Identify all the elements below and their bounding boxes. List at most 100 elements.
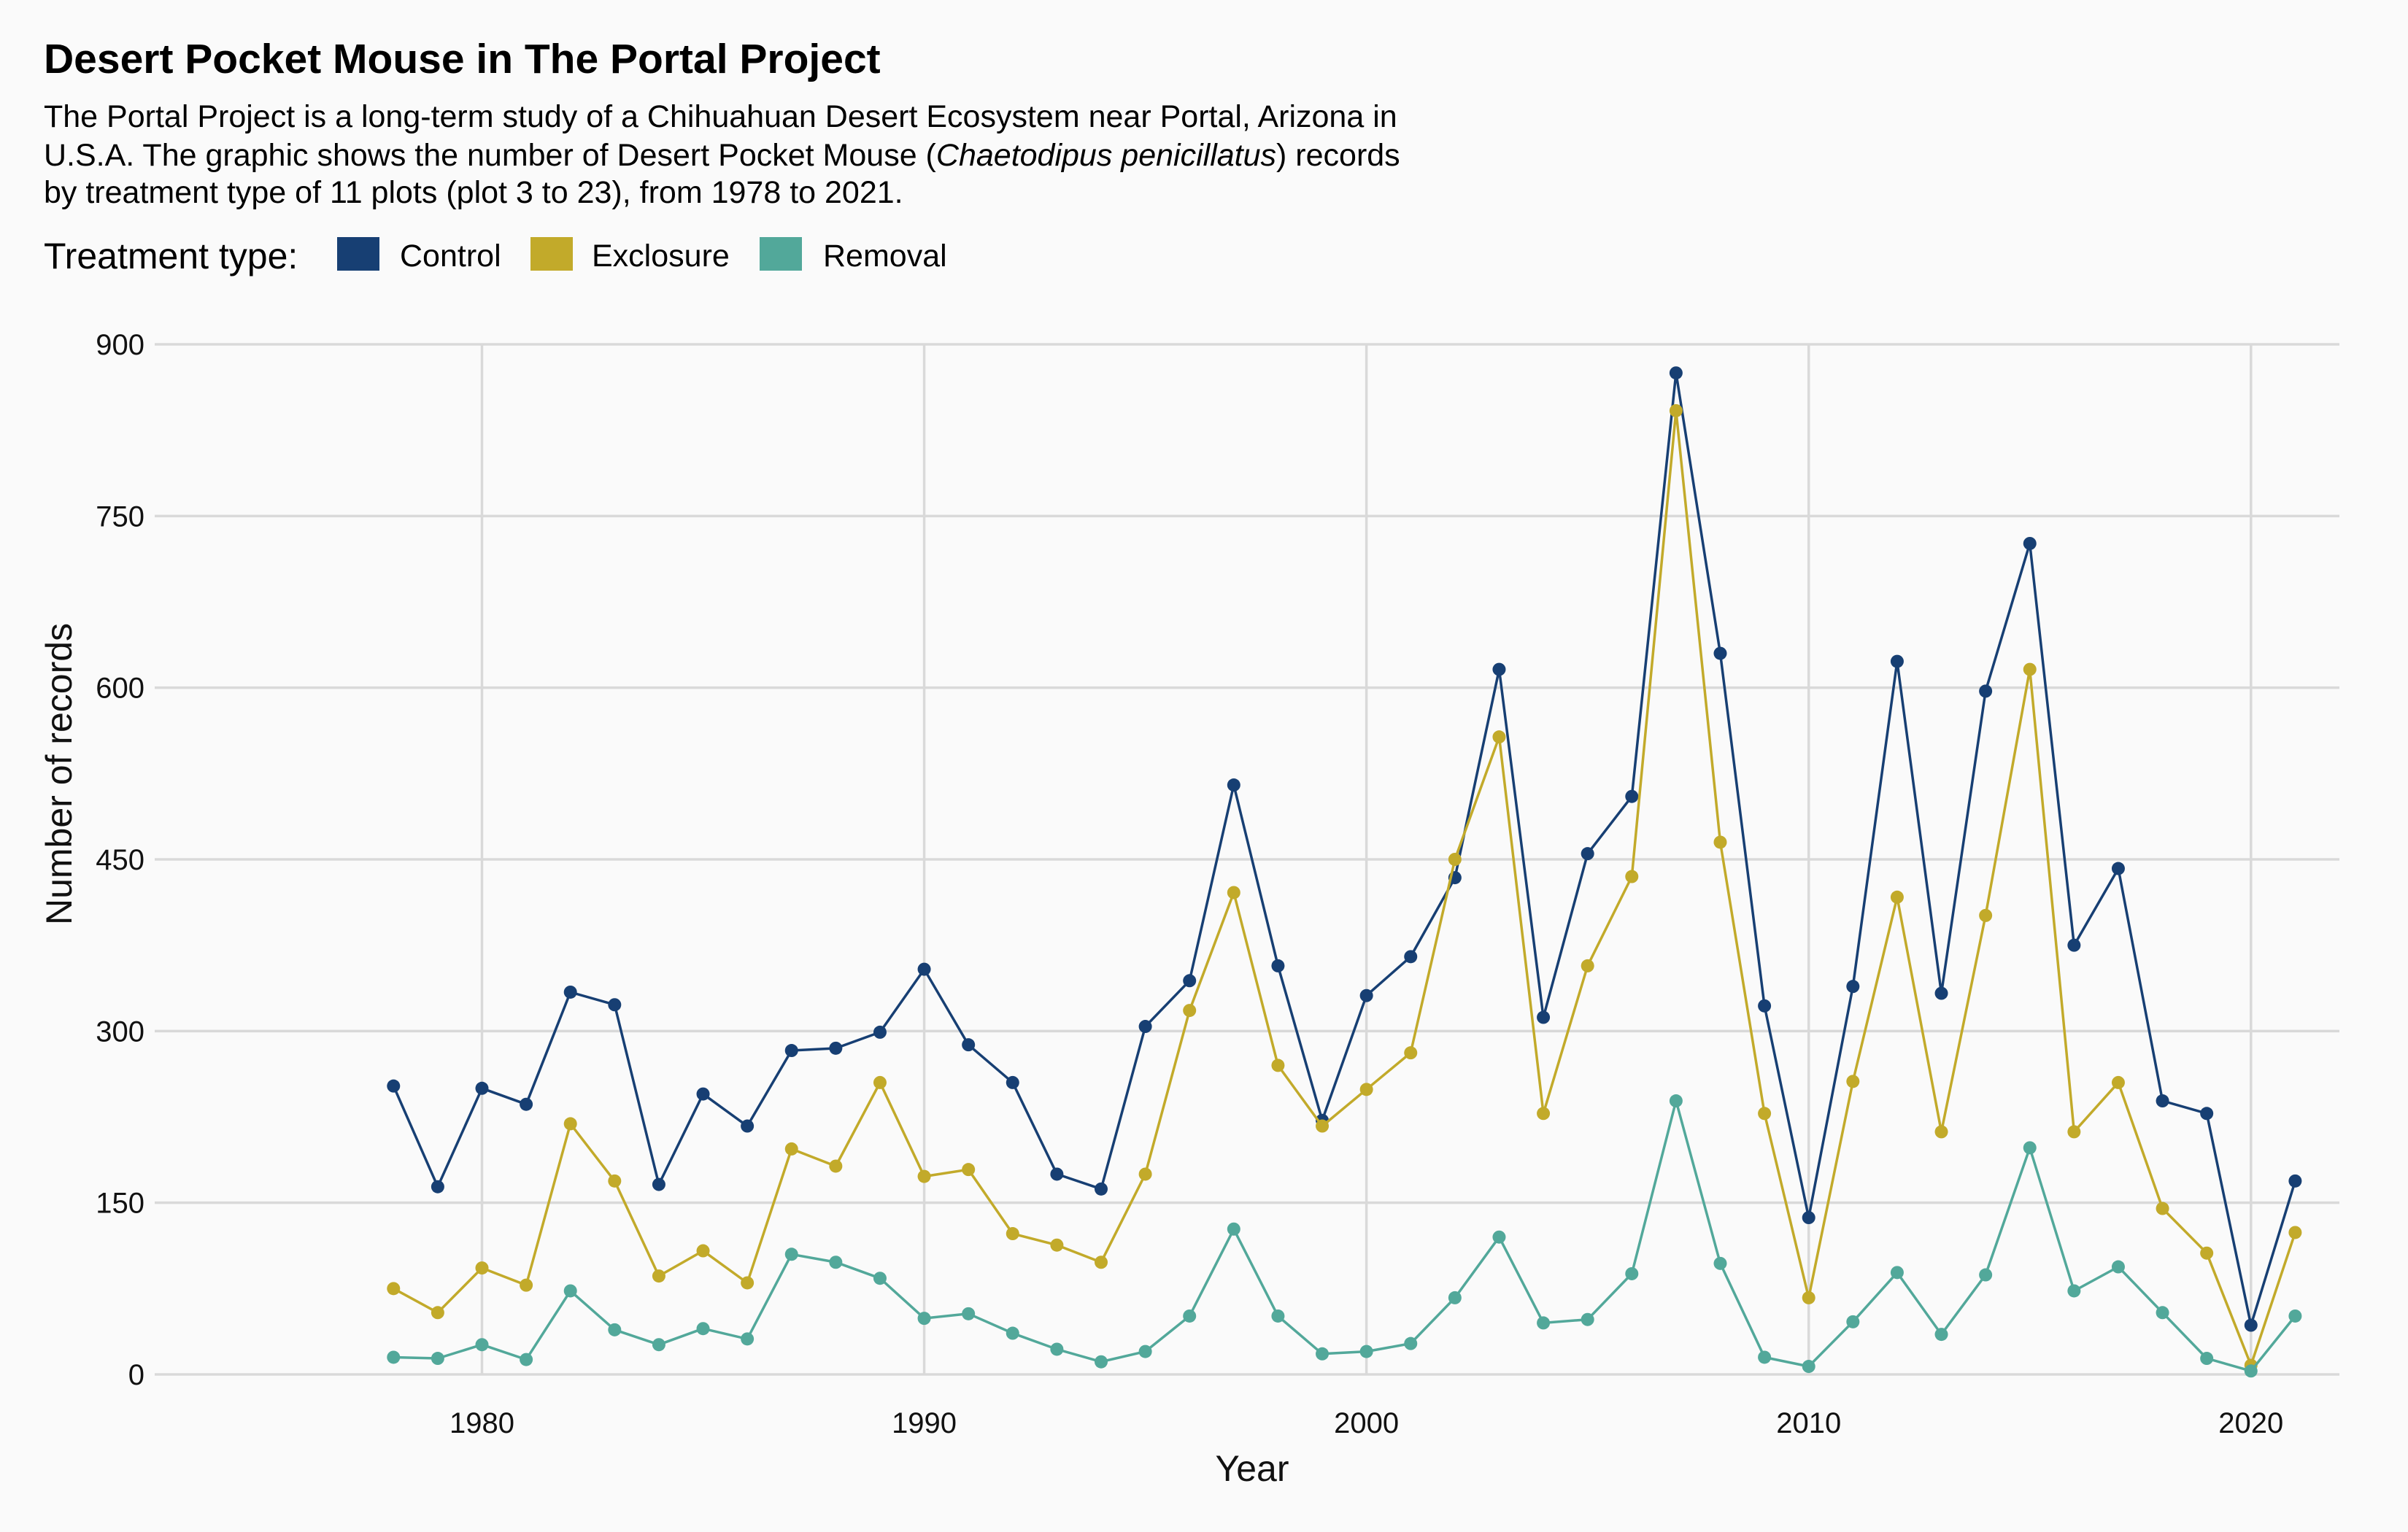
data-point-removal — [1669, 1094, 1683, 1108]
data-point-removal — [1094, 1355, 1108, 1369]
legend-swatch-removal — [760, 237, 802, 271]
data-point-control — [475, 1081, 489, 1095]
data-point-removal — [1890, 1266, 1904, 1280]
data-point-removal — [1138, 1345, 1152, 1358]
data-point-removal — [1404, 1336, 1418, 1350]
x-tick-label: 1990 — [892, 1407, 957, 1439]
data-point-removal — [2244, 1364, 2258, 1378]
data-point-exclosure — [1316, 1119, 1330, 1133]
data-point-control — [608, 998, 622, 1012]
data-point-control — [652, 1177, 665, 1191]
data-point-removal — [2023, 1141, 2037, 1155]
data-point-control — [2023, 536, 2037, 550]
data-point-exclosure — [2067, 1125, 2081, 1139]
data-point-exclosure — [917, 1169, 931, 1183]
legend-swatch-exclosure — [530, 237, 573, 271]
data-point-exclosure — [2288, 1226, 2302, 1239]
y-tick-label: 150 — [96, 1188, 144, 1220]
x-axis-label: Year — [1215, 1448, 1289, 1489]
data-point-control — [1050, 1167, 1064, 1181]
legend-swatch-control — [337, 237, 379, 271]
subtitle-line-2: U.S.A. The graphic shows the number of D… — [44, 138, 1400, 173]
data-point-control — [962, 1038, 976, 1052]
data-point-exclosure — [1227, 886, 1240, 900]
data-point-removal — [652, 1338, 665, 1352]
tick-labels: 0 150 300 450 600 750 900 1980 1990 2000 2010 2020 — [96, 329, 2283, 1439]
data-point-removal — [1316, 1347, 1330, 1361]
x-tick-label: 2000 — [1334, 1407, 1399, 1439]
data-point-removal — [784, 1247, 798, 1261]
data-point-exclosure — [1006, 1227, 1019, 1241]
data-point-exclosure — [873, 1075, 887, 1089]
data-point-removal — [741, 1332, 755, 1346]
y-tick-label: 600 — [96, 673, 144, 705]
data-point-control — [2288, 1174, 2302, 1188]
y-tick-label: 300 — [96, 1015, 144, 1048]
data-point-exclosure — [387, 1282, 401, 1296]
data-point-control — [431, 1180, 444, 1194]
data-point-exclosure — [1050, 1238, 1064, 1252]
series-line-control — [392, 371, 2297, 1327]
data-point-removal — [1758, 1350, 1772, 1364]
data-point-control — [1713, 646, 1727, 660]
data-point-exclosure — [784, 1142, 798, 1156]
data-point-control — [784, 1044, 798, 1058]
gridlines — [155, 343, 2339, 1376]
data-point-removal — [2200, 1352, 2214, 1366]
data-point-exclosure — [1669, 403, 1683, 417]
data-point-control — [1537, 1010, 1551, 1024]
data-point-exclosure — [475, 1261, 489, 1275]
data-point-control — [1890, 654, 1904, 668]
data-point-control — [520, 1097, 533, 1111]
data-point-removal — [917, 1312, 931, 1326]
data-point-removal — [1802, 1360, 1815, 1374]
data-point-control — [2200, 1107, 2214, 1121]
data-point-exclosure — [1713, 835, 1727, 849]
data-point-removal — [563, 1284, 577, 1298]
data-point-removal — [962, 1307, 976, 1320]
series-exclosure — [387, 403, 2302, 1372]
data-point-control — [1006, 1075, 1019, 1089]
data-point-removal — [1979, 1268, 1993, 1282]
x-tick-label: 2020 — [2218, 1407, 2283, 1439]
data-point-control — [917, 962, 931, 976]
data-point-control — [1492, 662, 1506, 676]
data-point-exclosure — [1846, 1075, 1860, 1088]
series-removal — [387, 1094, 2302, 1378]
data-point-removal — [873, 1272, 887, 1285]
subtitle-line-3: by treatment type of 11 plots (plot 3 to… — [44, 175, 903, 210]
data-point-exclosure — [652, 1269, 665, 1283]
data-point-exclosure — [1802, 1291, 1815, 1304]
data-point-exclosure — [1979, 908, 1993, 922]
data-point-removal — [1050, 1342, 1064, 1356]
data-point-exclosure — [1138, 1167, 1152, 1181]
y-axis-label: Number of records — [39, 623, 80, 925]
data-point-removal — [1006, 1326, 1019, 1340]
data-point-control — [873, 1025, 887, 1039]
data-point-exclosure — [1625, 870, 1639, 883]
x-tick-label: 1980 — [449, 1407, 514, 1439]
data-point-exclosure — [1492, 730, 1506, 744]
data-point-control — [1758, 999, 1772, 1013]
data-point-control — [1183, 974, 1197, 988]
data-point-exclosure — [741, 1276, 755, 1290]
data-point-exclosure — [2023, 662, 2037, 676]
subtitle-line-1: The Portal Project is a long-term study … — [44, 99, 1397, 134]
data-point-control — [696, 1087, 710, 1101]
y-tick-label: 900 — [96, 329, 144, 361]
chart-title: Desert Pocket Mouse in The Portal Projec… — [44, 36, 881, 82]
data-point-control — [2156, 1094, 2169, 1108]
data-point-exclosure — [829, 1159, 843, 1173]
data-point-control — [1138, 1020, 1152, 1034]
data-point-control — [2111, 862, 2125, 875]
data-point-removal — [1581, 1312, 1594, 1326]
data-point-exclosure — [1448, 853, 1462, 866]
data-point-removal — [1934, 1328, 1948, 1342]
data-point-control — [1669, 366, 1683, 380]
data-point-removal — [475, 1338, 489, 1352]
data-point-control — [1934, 986, 1948, 1000]
data-point-exclosure — [1581, 959, 1594, 972]
data-point-removal — [1492, 1230, 1506, 1244]
x-tick-label: 2010 — [1776, 1407, 1841, 1439]
